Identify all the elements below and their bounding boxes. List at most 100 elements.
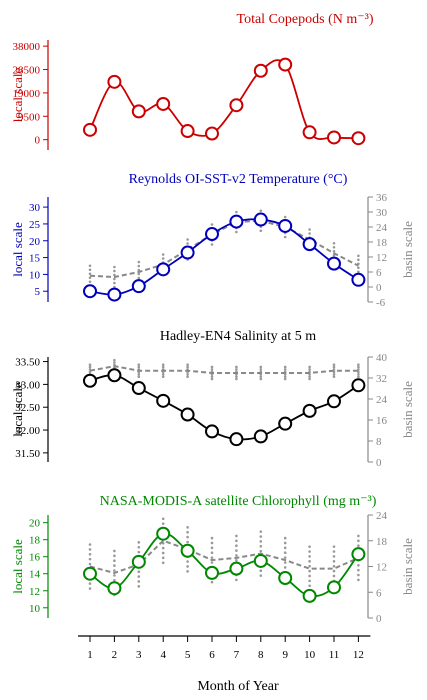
data-point-month-4	[156, 393, 171, 408]
basin-dot	[235, 230, 238, 234]
basin-dot	[88, 280, 92, 284]
data-point-month-12	[351, 378, 366, 393]
data-point-month-6	[205, 126, 219, 141]
data-point-month-12	[351, 547, 366, 562]
basin-dot	[113, 277, 116, 281]
basin-dot	[137, 570, 141, 573]
right-tick-label: 24	[376, 510, 388, 522]
data-point-month-8	[253, 553, 268, 568]
basin-dot	[259, 368, 263, 371]
x-tick-label: 4	[160, 649, 166, 661]
basin-dot	[357, 578, 360, 582]
basin-dot	[137, 264, 141, 268]
basin-dot	[210, 556, 214, 559]
left-tick-label: 12	[29, 586, 40, 598]
chart-panel-2: Reynolds OI-SST-v2 Temperature (°C) 5 10 15…	[10, 172, 415, 309]
right-tick-label: 36	[376, 192, 388, 204]
basin-dot	[332, 555, 336, 558]
data-point-month-8	[253, 429, 268, 444]
chart-panels: Total Copepods (N m⁻³) 0 9500 19000 28500 380…	[10, 12, 415, 625]
right-tick-label: 30	[376, 207, 388, 219]
basin-dot	[332, 545, 336, 548]
basin-dot	[332, 564, 336, 568]
data-point-month-6	[205, 565, 219, 580]
basin-dot	[137, 575, 141, 578]
right-tick-label: 32	[376, 373, 387, 385]
data-point-month-10	[302, 125, 317, 140]
basin-dot	[308, 574, 311, 578]
basin-dot	[235, 534, 238, 538]
basin-dot	[186, 540, 189, 544]
basin-dot	[161, 375, 165, 378]
data-point-month-12	[351, 272, 366, 287]
basin-dot	[332, 574, 336, 578]
chart-panel-3: Hadley-EN4 Salinity at 5 m 31.50 32.00 32.5…	[10, 329, 415, 469]
series-line	[89, 59, 359, 140]
left-axis-label: local scale	[10, 68, 25, 123]
right-axis-label: basin scale	[400, 538, 415, 595]
basin-dot	[308, 377, 311, 381]
left-tick-label: 5	[35, 286, 41, 298]
basin-dot	[161, 522, 165, 525]
basin-dot	[357, 563, 360, 567]
basin-dot	[186, 530, 189, 534]
right-tick-label: 0	[376, 282, 382, 294]
left-tick-label: 28500	[13, 65, 41, 77]
basin-dot	[113, 564, 116, 567]
data-point-month-8	[253, 212, 268, 227]
data-point-month-9	[278, 218, 293, 233]
chart-panel-1: Total Copepods (N m⁻³) 0 9500 19000 28500 380…	[10, 12, 374, 150]
basin-dot	[88, 543, 92, 546]
right-tick-label: 0	[376, 613, 382, 625]
basin-dot	[308, 375, 311, 378]
basin-dot	[137, 363, 141, 366]
x-tick-label: 2	[112, 649, 118, 661]
x-tick-label: 1	[87, 649, 93, 661]
basin-dot	[259, 375, 263, 378]
right-tick-label: -6	[376, 297, 386, 309]
data-point-month-2	[107, 581, 122, 596]
basin-dot	[161, 517, 165, 521]
basin-dot	[161, 253, 165, 256]
basin-dot	[113, 549, 116, 553]
right-tick-label: 8	[376, 436, 382, 448]
right-tick-label: 12	[376, 252, 387, 264]
basin-dot	[210, 223, 214, 226]
left-axis-label: local scale	[10, 222, 25, 277]
basin-dot	[283, 235, 287, 239]
basin-dot	[161, 561, 165, 565]
basin-dot	[113, 554, 116, 558]
basin-dot	[88, 365, 92, 369]
basin-dot	[186, 560, 189, 563]
basin-dot	[332, 550, 336, 553]
left-tick-label: 9500	[18, 111, 41, 123]
data-point-month-11	[327, 130, 341, 145]
data-point-month-3	[131, 279, 146, 294]
data-point-month-10	[302, 237, 317, 252]
basin-dot	[210, 377, 214, 381]
basin-dot	[283, 368, 287, 371]
basin-dot	[357, 365, 360, 369]
basin-dot	[88, 562, 92, 566]
data-point-month-1	[83, 122, 97, 137]
basin-dot	[210, 365, 214, 369]
data-point-month-3	[131, 104, 146, 119]
basin-dot	[332, 560, 336, 563]
data-point-month-5	[180, 543, 195, 558]
basin-dot	[186, 565, 189, 568]
basin-line	[89, 219, 359, 279]
right-tick-label: 24	[376, 394, 388, 406]
data-point-month-5	[180, 124, 195, 139]
data-point-month-7	[229, 98, 244, 113]
basin-dot	[332, 241, 336, 245]
basin-dot	[332, 365, 336, 369]
basin-dot	[210, 580, 214, 584]
data-point-month-6	[205, 424, 219, 439]
data-point-month-11	[327, 580, 341, 595]
basin-dot	[113, 281, 116, 285]
data-point-month-9	[278, 570, 293, 585]
basin-dot	[332, 372, 336, 376]
right-tick-label: 6	[376, 267, 382, 279]
series-line	[89, 218, 359, 296]
